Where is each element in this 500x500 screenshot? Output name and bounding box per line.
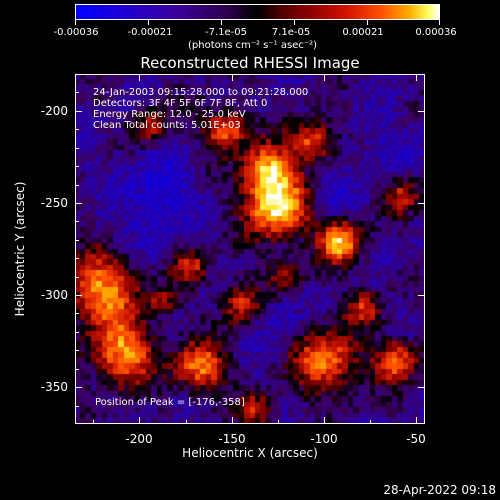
x-tick-mark (232, 417, 233, 424)
y-tick-mark (75, 111, 82, 112)
y-minor-tick (75, 185, 79, 186)
y-tick-label: -300 (40, 288, 68, 302)
y-minor-tick (75, 313, 79, 314)
y-minor-tick (75, 369, 79, 370)
y-minor-tick (75, 129, 79, 130)
x-tick-label: -200 (125, 432, 153, 446)
clean-counts-label: Clean Total counts: 5.01E+03 (93, 120, 241, 131)
y-tick-mark (75, 295, 82, 296)
detectors-label: Detectors: 3F 4F 5F 6F 7F 8F, Att 0 (93, 98, 268, 109)
colorbar-tick-mark (221, 20, 222, 25)
colorbar-tick-label: 0.00021 (342, 27, 384, 38)
colorbar-tick-mark (439, 20, 440, 25)
x-tick-mark (139, 417, 140, 424)
heatmap-image (75, 74, 425, 424)
colorbar (75, 4, 440, 20)
x-tick-mark (324, 417, 325, 424)
y-tick-mark (418, 295, 425, 296)
x-tick-mark (416, 417, 417, 424)
peak-position-label: Position of Peak = [-176,-358] (95, 397, 245, 408)
chart-title: Reconstructed RHESSI Image (140, 54, 360, 72)
timestamp: 28-Apr-2022 09:18 (383, 483, 496, 497)
colorbar-units: (photons cm⁻² s⁻¹ asec⁻²) (188, 40, 318, 51)
colorbar-tick-label: 0.00036 (415, 27, 457, 38)
y-minor-tick (75, 240, 79, 241)
x-tick-mark (324, 74, 325, 81)
y-minor-tick (75, 277, 79, 278)
x-minor-tick (278, 420, 279, 424)
x-tick-label: -50 (406, 432, 426, 446)
y-axis-label: Heliocentric Y (arcsec) (13, 181, 27, 317)
y-minor-tick (75, 350, 79, 351)
time-range-label: 24-Jan-2003 09:15:28.000 to 09:21:28.000 (93, 87, 309, 98)
y-tick-mark (418, 203, 425, 204)
y-minor-tick (75, 166, 79, 167)
x-tick-mark (232, 74, 233, 81)
x-tick-mark (416, 74, 417, 81)
x-tick-label: -150 (218, 432, 246, 446)
y-minor-tick (75, 332, 79, 333)
colorbar-tick-mark (75, 20, 76, 25)
y-tick-mark (75, 387, 82, 388)
y-tick-label: -250 (40, 196, 68, 210)
colorbar-tick-mark (294, 20, 295, 25)
y-tick-label: -200 (40, 104, 68, 118)
y-minor-tick (75, 258, 79, 259)
y-tick-label: -350 (40, 380, 68, 394)
energy-range-label: Energy Range: 12.0 - 25.0 keV (93, 109, 246, 120)
x-tick-label: -100 (310, 432, 338, 446)
y-minor-tick (75, 92, 79, 93)
x-tick-mark (139, 74, 140, 81)
y-minor-tick (75, 221, 79, 222)
y-minor-tick (75, 406, 79, 407)
colorbar-tick-label: -7.1e-05 (205, 27, 247, 38)
x-axis-label: Heliocentric X (arcsec) (182, 446, 318, 460)
y-tick-mark (75, 203, 82, 204)
colorbar-tick-label: -0.00021 (127, 27, 173, 38)
x-minor-tick (370, 420, 371, 424)
colorbar-tick-label: 7.1e-05 (271, 27, 311, 38)
colorbar-tick-mark (148, 20, 149, 25)
plot-area (75, 74, 425, 424)
y-tick-mark (418, 387, 425, 388)
colorbar-tick-mark (367, 20, 368, 25)
x-minor-tick (186, 420, 187, 424)
x-minor-tick (93, 420, 94, 424)
y-tick-mark (418, 111, 425, 112)
colorbar-tick-label: -0.00036 (53, 27, 99, 38)
y-minor-tick (75, 148, 79, 149)
